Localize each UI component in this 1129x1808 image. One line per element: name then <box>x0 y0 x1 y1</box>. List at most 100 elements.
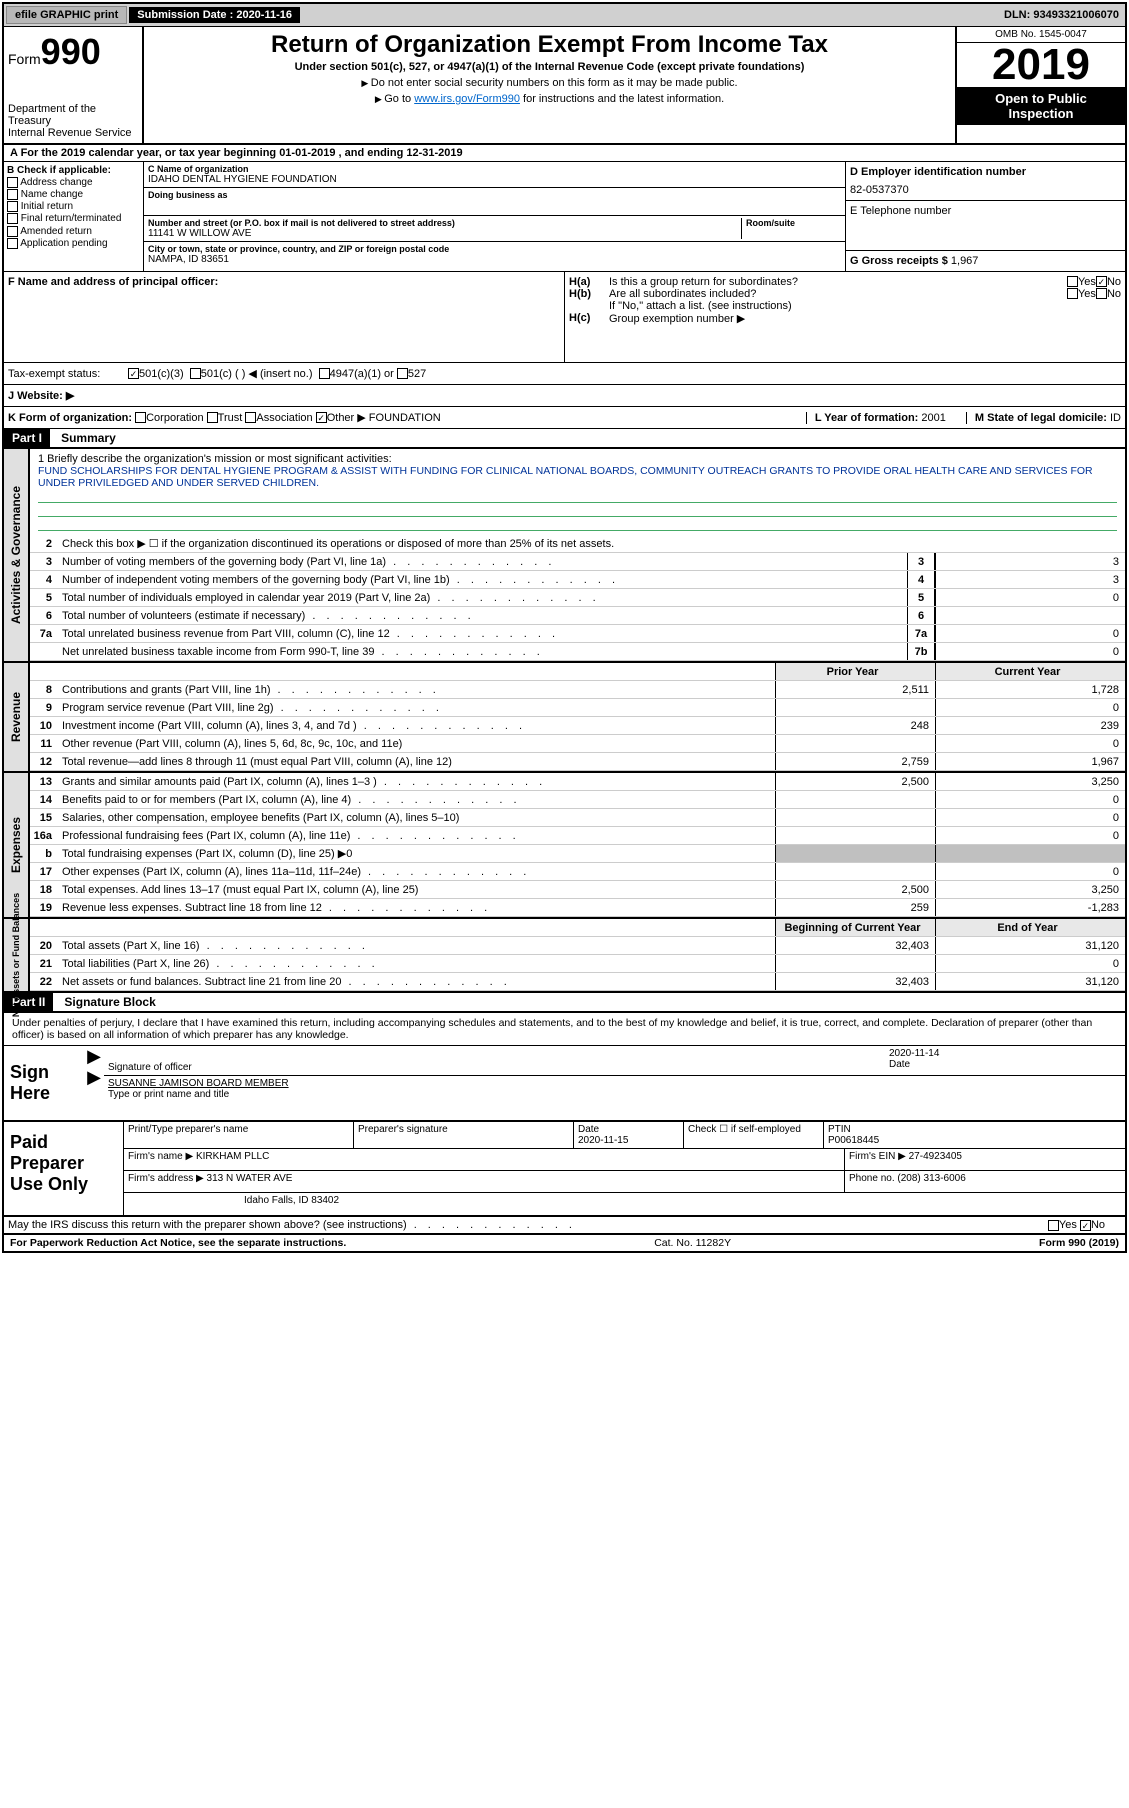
chk-501c3[interactable]: ✓ <box>128 368 139 379</box>
l3-box: 3 <box>907 553 935 570</box>
line-12: 12Total revenue—add lines 8 through 11 (… <box>30 753 1125 771</box>
line-9: 9Program service revenue (Part VIII, lin… <box>30 699 1125 717</box>
l4-cy: 3 <box>935 571 1125 588</box>
section-h: H(a)Is this a group return for subordina… <box>565 272 1125 362</box>
section-fh: F Name and address of principal officer:… <box>4 272 1125 363</box>
l12-cy: 1,967 <box>935 753 1125 770</box>
l-value: 2001 <box>921 412 945 424</box>
tax-exempt-row: Tax-exempt status: ✓ 501(c)(3) 501(c) ( … <box>4 363 1125 385</box>
h-b-note: If "No," attach a list. (see instruction… <box>569 300 1121 312</box>
irs-yes[interactable] <box>1048 1220 1059 1231</box>
m-value: ID <box>1110 412 1121 424</box>
chk-assoc[interactable] <box>245 412 256 423</box>
open-public-1: Open to Public <box>961 91 1121 106</box>
l17-desc: Other expenses (Part IX, column (A), lin… <box>58 864 775 880</box>
l14-num: 14 <box>30 794 58 806</box>
lbl-trust: Trust <box>218 412 243 424</box>
line-7a: 7aTotal unrelated business revenue from … <box>30 625 1125 643</box>
rev-header-row: Prior YearCurrent Year <box>30 663 1125 681</box>
preparer-label: Paid Preparer Use Only <box>4 1122 124 1215</box>
line-7b: Net unrelated business taxable income fr… <box>30 643 1125 661</box>
l11-desc: Other revenue (Part VIII, column (A), li… <box>58 736 775 752</box>
l7a-desc: Total unrelated business revenue from Pa… <box>58 626 907 642</box>
gross-value: 1,967 <box>951 255 979 267</box>
line-17: 17Other expenses (Part IX, column (A), l… <box>30 863 1125 881</box>
gross-box: G Gross receipts $ 1,967 <box>846 251 1125 271</box>
activities-table: Activities & Governance 1 Briefly descri… <box>4 449 1125 663</box>
chk-address[interactable]: Address change <box>7 177 140 188</box>
lbl-4947: 4947(a)(1) or <box>330 368 394 380</box>
chk-final[interactable]: Final return/terminated <box>7 213 140 224</box>
chk-corp[interactable] <box>135 412 146 423</box>
ein-value: 82-0537370 <box>850 184 1121 196</box>
part2-title: Signature Block <box>56 993 163 1011</box>
chk-other[interactable]: ✓ <box>316 412 327 423</box>
prep-phone-label: Phone no. <box>849 1173 895 1184</box>
l19-num: 19 <box>30 902 58 914</box>
hb-no[interactable] <box>1096 288 1107 299</box>
tax-year: 2019 <box>957 43 1125 87</box>
chk-amended[interactable]: Amended return <box>7 226 140 237</box>
l4-box: 4 <box>907 571 935 588</box>
chk-527[interactable] <box>397 368 408 379</box>
l6-desc: Total number of volunteers (estimate if … <box>58 608 907 624</box>
irs-link[interactable]: www.irs.gov/Form990 <box>414 93 520 105</box>
prep-ptin-cell: PTINP00618445 <box>824 1122 1125 1148</box>
l19-cy: -1,283 <box>935 899 1125 916</box>
l20-desc: Total assets (Part X, line 16) <box>58 938 775 954</box>
l14-cy: 0 <box>935 791 1125 808</box>
chk-pending[interactable]: Application pending <box>7 238 140 249</box>
ha-no[interactable]: ✓ <box>1096 276 1107 287</box>
part1-title: Summary <box>53 429 124 447</box>
chk-4947[interactable] <box>319 368 330 379</box>
l5-desc: Total number of individuals employed in … <box>58 590 907 606</box>
l11-num: 11 <box>30 738 58 750</box>
irs-label: Internal Revenue Service <box>8 127 138 139</box>
bcy-header: Beginning of Current Year <box>775 919 935 936</box>
l14-desc: Benefits paid to or for members (Part IX… <box>58 792 775 808</box>
netassets-table: Net Assets or Fund Balances Beginning of… <box>4 919 1125 993</box>
dept-treasury: Department of the Treasury <box>8 103 138 127</box>
open-public-2: Inspection <box>961 106 1121 121</box>
note-url-pre: Go to <box>384 93 414 105</box>
l3-num: 3 <box>30 556 58 568</box>
hb-yes[interactable] <box>1067 288 1078 299</box>
chk-initial[interactable]: Initial return <box>7 201 140 212</box>
sig-date-label: Date <box>889 1059 1121 1070</box>
prep-ptin-value: P00618445 <box>828 1135 879 1146</box>
irs-discuss-row: May the IRS discuss this return with the… <box>4 1217 1125 1235</box>
header-middle: Return of Organization Exempt From Incom… <box>144 27 955 143</box>
chk-name[interactable]: Name change <box>7 189 140 200</box>
form-number: Form990 <box>8 31 138 73</box>
line-11: 11Other revenue (Part VIII, column (A), … <box>30 735 1125 753</box>
l9-num: 9 <box>30 702 58 714</box>
other-value: FOUNDATION <box>369 412 441 424</box>
line-20: 20Total assets (Part X, line 16)32,40331… <box>30 937 1125 955</box>
org-name-value: IDAHO DENTAL HYGIENE FOUNDATION <box>148 174 841 185</box>
irs-no[interactable]: ✓ <box>1080 1220 1091 1231</box>
revenue-body: Prior YearCurrent Year 8Contributions an… <box>30 663 1125 771</box>
l9-desc: Program service revenue (Part VIII, line… <box>58 700 775 716</box>
l16a-num: 16a <box>30 830 58 842</box>
website-label: J Website: ▶ <box>8 389 74 402</box>
ha-yes[interactable] <box>1067 276 1078 287</box>
hb-text: Are all subordinates included? <box>609 288 1067 300</box>
l15-desc: Salaries, other compensation, employee b… <box>58 810 775 826</box>
line-16b: bTotal fundraising expenses (Part IX, co… <box>30 845 1125 863</box>
sign-arrow-icon: ▶▶ <box>84 1046 104 1120</box>
prep-row-2: Firm's name ▶ KIRKHAM PLLC Firm's EIN ▶ … <box>124 1149 1125 1171</box>
cy-header: Current Year <box>935 663 1125 680</box>
prep-date-cell: Date2020-11-15 <box>574 1122 684 1148</box>
addr-label: Number and street (or P.O. box if mail i… <box>148 218 741 228</box>
l16a-desc: Professional fundraising fees (Part IX, … <box>58 828 775 844</box>
chk-trust[interactable] <box>207 412 218 423</box>
l6-cy <box>935 607 1125 624</box>
l8-cy: 1,728 <box>935 681 1125 698</box>
sig-officer-cell: Signature of officer <box>104 1046 885 1075</box>
chk-501c[interactable] <box>190 368 201 379</box>
prep-firm-label: Firm's name ▶ <box>128 1151 193 1162</box>
addr-box: Number and street (or P.O. box if mail i… <box>144 216 845 242</box>
net-header-row: Beginning of Current YearEnd of Year <box>30 919 1125 937</box>
efile-btn[interactable]: efile GRAPHIC print <box>6 6 127 24</box>
l22-py: 32,403 <box>775 973 935 990</box>
